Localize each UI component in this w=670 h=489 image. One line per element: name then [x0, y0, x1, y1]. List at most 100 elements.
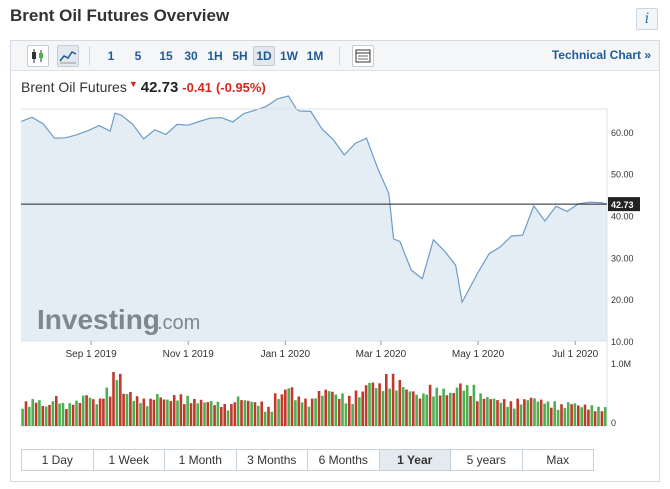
volume-bar — [337, 398, 341, 426]
volume-bar — [587, 409, 590, 426]
x-tick-label: Sep 1 2019 — [65, 349, 117, 360]
volume-bar — [189, 403, 193, 426]
area-chart-icon[interactable] — [57, 45, 79, 67]
volume-bar — [307, 406, 311, 426]
interval-button-1m[interactable]: 1M — [306, 49, 324, 63]
volume-bar — [600, 411, 604, 426]
toolbar-separator — [339, 47, 340, 65]
volume-bar — [577, 405, 580, 426]
interval-button-1w[interactable]: 1W — [280, 49, 298, 63]
volume-bar — [304, 398, 307, 426]
interval-button-15[interactable]: 15 — [159, 49, 173, 63]
y-tick-label: 20.00 — [611, 295, 634, 305]
price-change: -0.41 — [182, 80, 212, 95]
volume-bar — [294, 400, 297, 426]
interval-button-1h[interactable]: 1H — [207, 49, 223, 63]
volume-bar — [166, 399, 169, 426]
toolbar-separator — [89, 47, 90, 65]
volume-bar — [243, 400, 247, 426]
volume-bar — [193, 398, 196, 426]
interval-button-5h[interactable]: 5H — [232, 49, 248, 63]
volume-bar — [361, 391, 364, 426]
volume-bar — [550, 407, 553, 426]
volume-bar — [516, 398, 519, 426]
current-price-badge — [608, 197, 640, 212]
range-button-6-months[interactable]: 6 Months — [307, 449, 380, 471]
interval-button-5[interactable]: 5 — [134, 49, 142, 63]
range-button-1-month[interactable]: 1 Month — [164, 449, 237, 471]
volume-bar — [435, 387, 439, 426]
volume-bar — [371, 382, 375, 426]
volume-bar — [250, 401, 253, 426]
page-title: Brent Oil Futures Overview — [10, 6, 230, 25]
volume-bar — [41, 406, 45, 426]
y-tick-label: 30.00 — [611, 253, 634, 263]
volume-bar — [196, 403, 199, 426]
volume-bar — [240, 400, 243, 426]
volume-bar — [476, 401, 479, 426]
volume-bar — [358, 397, 361, 426]
volume-bar — [257, 405, 260, 426]
volume-bar — [425, 394, 428, 426]
volume-bar — [563, 408, 567, 426]
volume-bar — [546, 401, 550, 426]
range-button-5-years[interactable]: 5 years — [450, 449, 523, 471]
volume-bar — [590, 405, 594, 426]
instrument-name: Brent Oil Futures — [21, 79, 127, 95]
x-tick-label: Jul 1 2020 — [552, 349, 599, 360]
range-button-1-year[interactable]: 1 Year — [378, 449, 451, 471]
volume-bar — [119, 373, 122, 426]
volume-bar — [533, 398, 536, 426]
volume-bar — [270, 411, 274, 426]
volume-bar — [105, 387, 109, 426]
volume-bar — [321, 395, 324, 426]
volume-tick-label: 0 — [611, 418, 616, 428]
x-tick-label: Nov 1 2019 — [163, 349, 215, 360]
volume-bar — [523, 399, 526, 426]
volume-bar — [213, 405, 216, 426]
table-view-icon[interactable] — [352, 45, 374, 67]
interval-button-30[interactable]: 30 — [184, 49, 198, 63]
x-tick-label: May 1 2020 — [452, 349, 505, 360]
volume-bar — [593, 411, 597, 426]
volume-bar — [233, 402, 237, 426]
range-button-1-week[interactable]: 1 Week — [92, 449, 165, 471]
volume-bar — [529, 397, 533, 426]
volume-bar — [539, 399, 543, 426]
volume-bar — [226, 410, 230, 426]
volume-bar — [415, 394, 418, 426]
volume-bar — [176, 400, 179, 426]
volume-bar — [603, 407, 607, 426]
volume-bar — [236, 396, 240, 426]
volume-bar — [129, 392, 132, 426]
volume-bar — [152, 399, 156, 426]
volume-bar — [327, 391, 331, 426]
range-button-3-months[interactable]: 3 Months — [235, 449, 308, 471]
volume-bar — [230, 404, 233, 426]
price-chart[interactable]: Investing .com 60.00 50.00 40.00 30.00 20.00… — [11, 41, 659, 441]
volume-bar — [156, 394, 159, 426]
volume-bar — [162, 399, 166, 426]
info-icon[interactable]: i — [636, 8, 658, 30]
volume-bar — [297, 396, 301, 426]
volume-bar — [388, 388, 391, 426]
interval-button-1[interactable]: 1 — [107, 49, 115, 63]
volume-bar — [553, 401, 556, 426]
y-tick-label: 50.00 — [611, 170, 634, 180]
technical-chart-link[interactable]: Technical Chart » — [551, 48, 651, 62]
volume-bar — [92, 399, 95, 426]
volume-bar — [597, 406, 600, 426]
range-button-max[interactable]: Max — [521, 449, 594, 471]
volume-bar — [179, 394, 183, 426]
watermark-brand: Investing — [37, 304, 160, 335]
candlestick-chart-icon[interactable] — [27, 45, 49, 67]
range-button-1-day[interactable]: 1 Day — [21, 449, 94, 471]
current-price-label: 42.73 — [611, 200, 634, 210]
volume-bar — [314, 398, 317, 426]
volume-bar — [58, 403, 61, 426]
volume-bar — [310, 398, 314, 426]
volume-bar — [85, 395, 88, 426]
volume-bar — [543, 403, 546, 426]
interval-button-1d[interactable]: 1D — [253, 46, 275, 66]
volume-bar — [418, 398, 422, 426]
